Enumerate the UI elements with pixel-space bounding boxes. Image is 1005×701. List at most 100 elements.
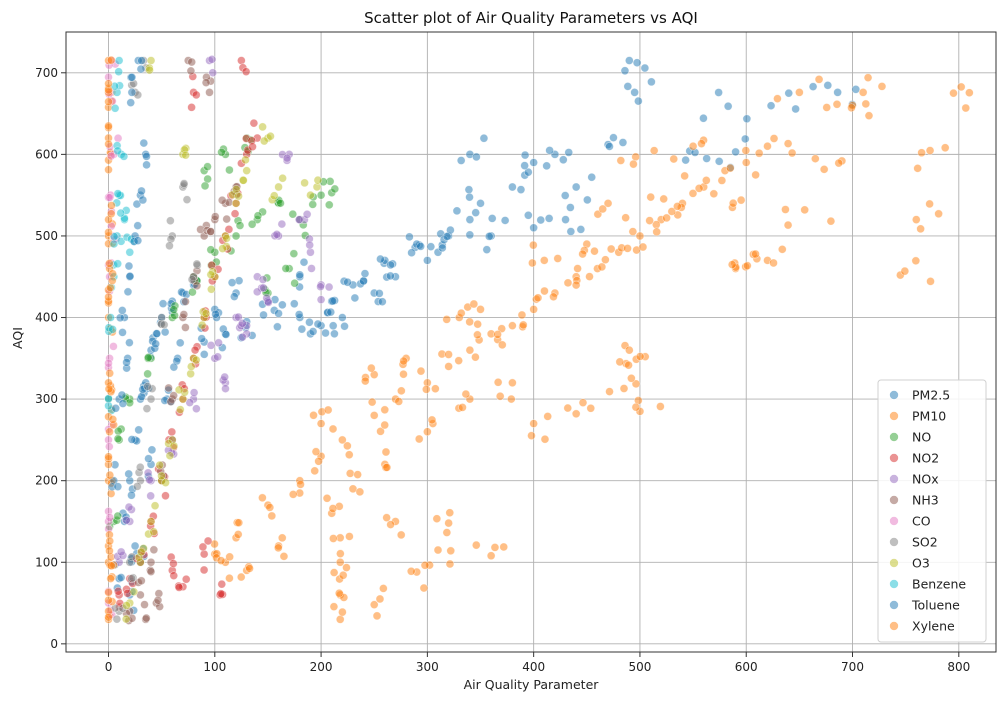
data-point [221, 330, 231, 339]
data-point [442, 232, 452, 241]
data-point [122, 515, 131, 525]
data-point [296, 480, 305, 489]
data-point [465, 192, 474, 202]
data-point [444, 518, 453, 528]
data-point [127, 72, 137, 82]
data-point [127, 574, 136, 583]
data-point [310, 466, 320, 476]
legend-label: O3 [912, 556, 930, 571]
data-point [527, 431, 536, 440]
y-tick-label: 200 [35, 474, 58, 488]
data-point [646, 192, 656, 202]
data-point [264, 298, 273, 307]
data-point [529, 158, 538, 167]
data-point [278, 300, 287, 310]
data-point [144, 353, 153, 362]
data-point [378, 297, 387, 306]
data-point [105, 283, 115, 292]
data-point [149, 527, 158, 537]
data-point [627, 373, 636, 383]
data-point [116, 208, 126, 218]
data-point [124, 261, 134, 271]
data-point [638, 242, 648, 252]
legend-marker [889, 558, 899, 568]
data-point [623, 244, 632, 253]
data-point [145, 475, 154, 485]
data-point [355, 487, 365, 497]
legend: PM2.5 PM10 NO NO2 NOx NH3 CO SO2 O3 Benzene Toluen… [877, 379, 987, 643]
data-point [249, 118, 259, 128]
data-point [122, 358, 131, 367]
data-point [146, 567, 156, 576]
data-point [235, 221, 245, 230]
data-point [630, 88, 639, 97]
data-point [367, 397, 377, 407]
y-tick-label: 100 [35, 555, 58, 569]
data-point [956, 82, 966, 92]
data-point [105, 513, 115, 522]
data-point [571, 409, 581, 419]
data-point [656, 402, 665, 411]
data-point [137, 186, 146, 196]
data-point [127, 88, 137, 97]
data-point [146, 56, 156, 65]
data-point [237, 56, 246, 65]
data-point [465, 230, 475, 240]
data-point [159, 320, 169, 330]
data-point [214, 338, 223, 348]
data-point [399, 369, 408, 379]
data-point [965, 88, 974, 98]
data-point [217, 147, 226, 157]
data-point [497, 340, 507, 350]
x-tick-label: 200 [310, 660, 333, 674]
data-point [113, 133, 123, 143]
data-point [926, 277, 935, 286]
data-point [542, 161, 551, 171]
data-point [104, 401, 113, 411]
data-point [605, 142, 614, 151]
data-point [186, 66, 196, 76]
data-point [423, 427, 432, 437]
data-point [576, 225, 586, 234]
data-point [152, 329, 162, 338]
data-point [549, 292, 558, 302]
data-point [197, 334, 207, 343]
data-point [306, 190, 315, 200]
data-point [419, 583, 429, 593]
x-tick-label: 300 [416, 660, 439, 674]
data-point [335, 557, 345, 567]
data-point [832, 99, 842, 109]
data-point [673, 202, 682, 211]
legend-label: Benzene [912, 577, 966, 592]
data-point [380, 420, 390, 430]
data-point [819, 165, 829, 174]
data-point [444, 350, 453, 359]
data-point [360, 376, 370, 386]
data-point [104, 595, 113, 605]
data-point [104, 97, 113, 106]
data-point [106, 574, 115, 583]
data-point [295, 270, 305, 280]
data-point [727, 260, 737, 269]
data-point [680, 171, 689, 181]
data-point [234, 312, 243, 322]
data-point [126, 98, 136, 107]
data-point [645, 216, 654, 225]
legend-marker [889, 537, 899, 547]
data-point [203, 536, 213, 546]
data-point [231, 199, 241, 208]
data-point [508, 378, 517, 388]
data-point [308, 200, 318, 209]
axes: 0 100 200 300 400 500 600 700 800 0 100 200 300 400 50… [35, 31, 997, 674]
data-point [471, 352, 480, 362]
data-point [559, 155, 568, 165]
data-point [104, 358, 113, 368]
data-point [213, 352, 222, 362]
data-point [353, 470, 362, 479]
data-point [105, 442, 114, 451]
data-point [544, 214, 554, 223]
data-point [179, 310, 189, 319]
data-point [529, 240, 538, 250]
data-point [751, 170, 760, 180]
data-point [169, 362, 179, 372]
